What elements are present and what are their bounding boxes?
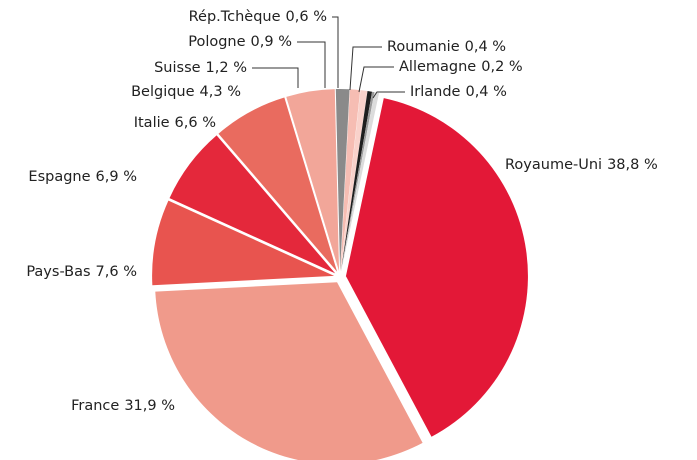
slice-label: Royaume-Uni 38,8 %	[505, 157, 658, 173]
category-name: Italie	[134, 115, 170, 131]
slice-label: France 31,9 %	[71, 398, 175, 414]
leader-line	[252, 67, 299, 88]
value-label: 0,4 %	[465, 39, 506, 55]
value-label: 7,6 %	[96, 264, 137, 280]
pie-slice	[340, 91, 373, 272]
pie-slice	[345, 98, 528, 437]
value-label: 1,2 %	[206, 60, 247, 76]
category-name: Pologne	[188, 34, 245, 50]
leader-line	[332, 16, 339, 88]
value-label: 0,2 %	[481, 59, 522, 75]
pie-slice	[169, 135, 336, 274]
pie-slice	[155, 282, 423, 460]
leader-line	[372, 91, 405, 99]
category-name: Royaume-Uni	[505, 157, 602, 173]
value-label: 4,3 %	[200, 84, 241, 100]
category-name: Irlande	[410, 84, 461, 100]
pie-slice	[335, 89, 350, 272]
slice-label: Suisse 1,2 %	[154, 60, 247, 76]
slice-label: Pays-Bas 7,6 %	[26, 264, 137, 280]
value-label: 0,6 %	[286, 9, 327, 25]
category-name: Belgique	[131, 84, 195, 100]
slice-label: Pologne 0,9 %	[188, 34, 292, 50]
value-label: 31,9 %	[124, 398, 175, 414]
slice-label: Irlande 0,4 %	[410, 84, 507, 100]
value-label: 6,6 %	[175, 115, 216, 131]
value-label: 38,8 %	[607, 157, 658, 173]
pie-slice	[340, 89, 361, 272]
category-name: France	[71, 398, 119, 414]
category-name: Rép.Tchèque	[189, 9, 281, 25]
slice-label: Rép.Tchèque 0,6 %	[189, 9, 327, 25]
slice-label: Espagne 6,9 %	[28, 169, 137, 185]
pie-slice	[286, 89, 340, 272]
slice-label: Roumanie 0,4 %	[387, 39, 506, 55]
category-name: Espagne	[28, 169, 90, 185]
pie-slice	[152, 200, 335, 286]
leader-line	[358, 66, 394, 93]
pie-slice	[218, 97, 338, 272]
slice-label: Allemagne 0,2 %	[399, 59, 523, 75]
value-label: 0,4 %	[465, 84, 506, 100]
category-name: Pays-Bas	[26, 264, 90, 280]
value-label: 6,9 %	[96, 169, 137, 185]
leader-line	[297, 41, 326, 88]
value-label: 0,9 %	[251, 34, 292, 50]
slice-label: Italie 6,6 %	[134, 115, 216, 131]
leader-line	[349, 46, 382, 91]
category-name: Suisse	[154, 60, 201, 76]
pie-slice	[340, 90, 368, 272]
slice-label: Belgique 4,3 %	[131, 84, 241, 100]
category-name: Roumanie	[387, 39, 460, 55]
pie-slice	[341, 91, 375, 272]
pie-slice	[341, 92, 380, 272]
category-name: Allemagne	[399, 59, 476, 75]
